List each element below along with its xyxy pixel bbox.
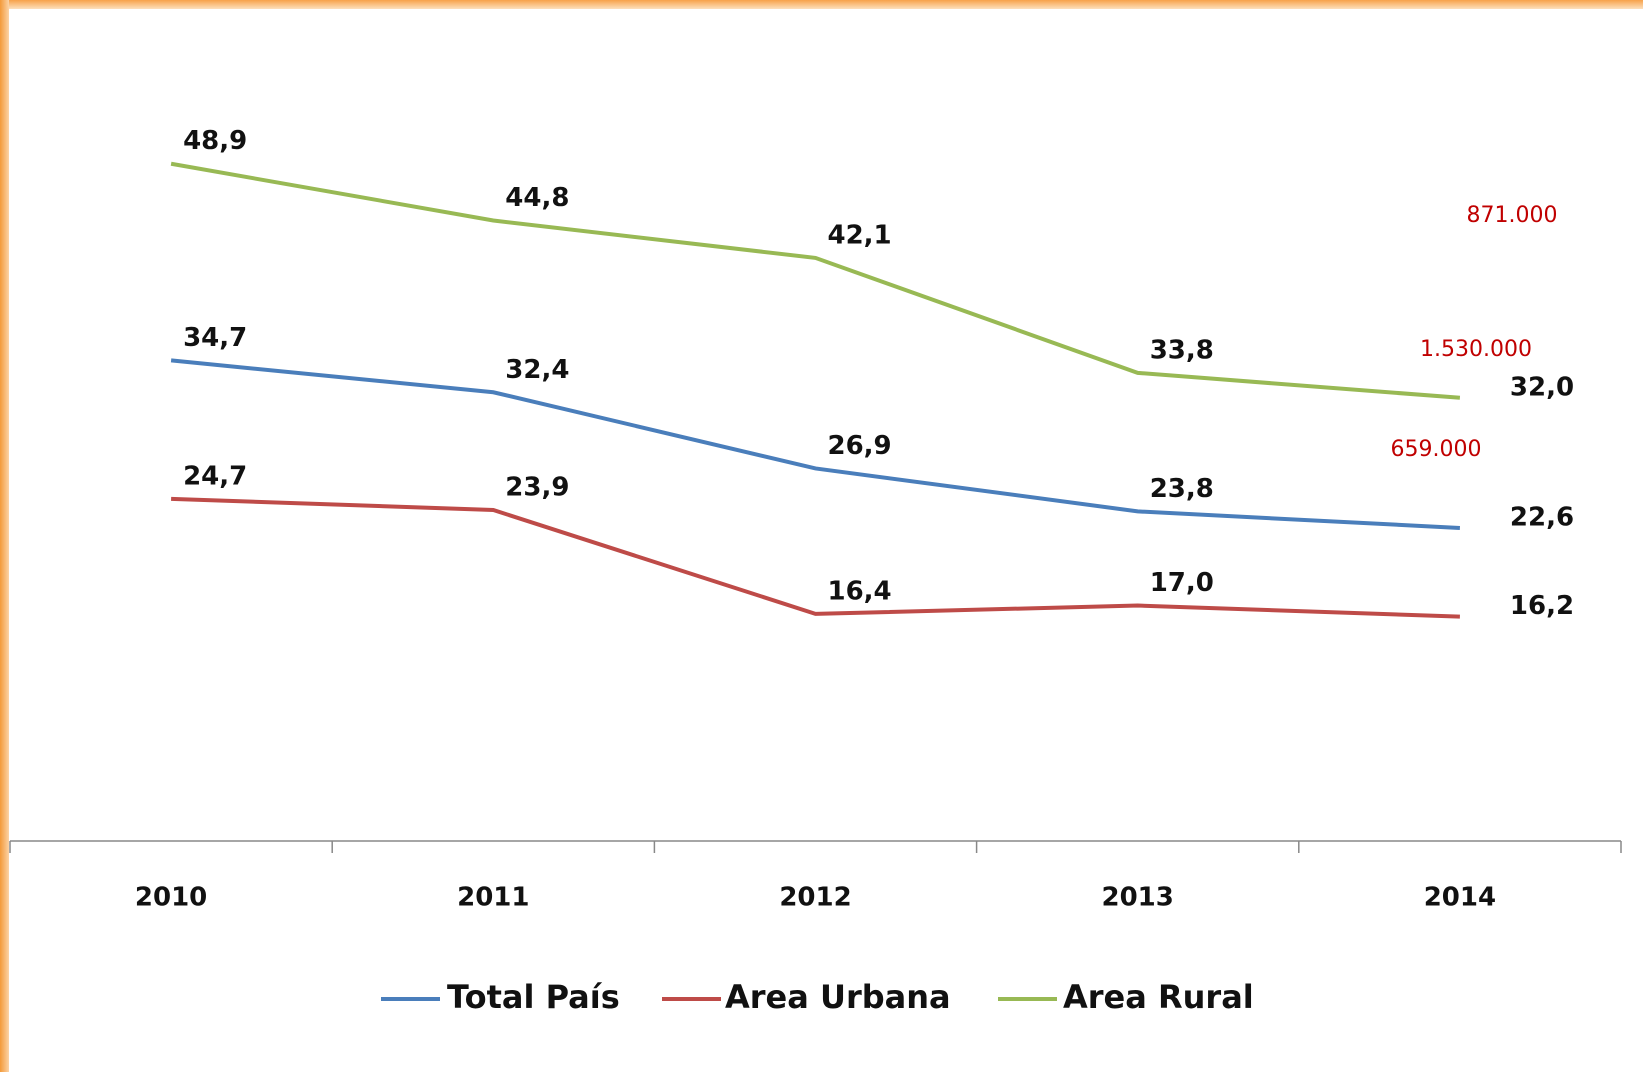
data-label: 32,0 [1510,372,1574,402]
data-label: 23,8 [1150,474,1214,504]
legend-label: Total País [447,978,620,1016]
annotation: 659.000 [1391,437,1482,462]
data-label: 32,4 [505,355,569,385]
x-tick-label: 2014 [1424,883,1496,913]
data-label: 24,7 [183,461,247,491]
x-tick-label: 2012 [779,883,851,913]
data-label: 16,2 [1510,591,1574,621]
data-label: 48,9 [183,126,247,156]
x-tick-label: 2013 [1102,883,1174,913]
data-label: 22,6 [1510,502,1574,532]
frame-top [0,0,1643,9]
series-line [170,358,1461,530]
annotation: 1.530.000 [1420,337,1532,362]
series-line [171,496,1460,619]
data-label: 17,0 [1150,568,1214,598]
legend-label: Area Rural [1063,978,1254,1016]
data-label: 33,8 [1150,335,1214,365]
legend-label: Area Urbana [725,978,951,1016]
data-label: 34,7 [183,323,247,353]
data-label: 23,9 [505,472,569,502]
annotation: 871.000 [1467,203,1558,228]
data-label: 44,8 [505,183,569,213]
frame-left [0,0,9,1072]
data-label: 26,9 [828,431,892,461]
series-line [170,161,1461,400]
data-label: 16,4 [828,576,892,606]
x-tick-label: 2010 [135,883,207,913]
data-label: 42,1 [828,220,892,250]
x-tick-label: 2011 [457,883,529,913]
